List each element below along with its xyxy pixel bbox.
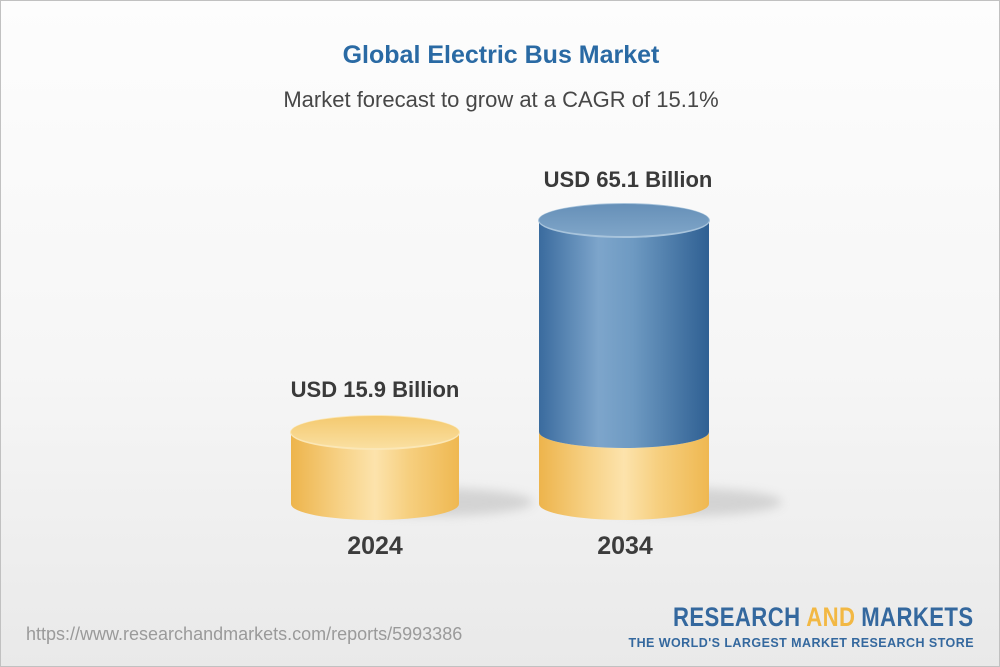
value-label-2034: USD 65.1 Billion (543, 167, 713, 192)
cylinder-2034-base-segment (539, 432, 709, 520)
cylinder-2034 (538, 203, 710, 520)
value-label-2024: USD 15.9 Billion (290, 377, 460, 402)
report-url-link[interactable]: https://www.researchandmarkets.com/repor… (26, 624, 463, 644)
category-label-2024: 2024 (347, 532, 403, 560)
cylinder-2034-growth-segment (539, 220, 709, 448)
category-label-2034: 2034 (597, 532, 653, 560)
logo-word-research: RESEARCH (673, 602, 801, 632)
page-title: Global Electric Bus Market (342, 41, 660, 69)
page-subtitle: Market forecast to grow at a CAGR of 15.… (283, 87, 719, 112)
logo-word-and: AND (806, 602, 856, 632)
research-and-markets-logo: RESEARCH AND MARKETS THE WORLD'S LARGEST… (607, 602, 974, 650)
logo-word-markets: MARKETS (861, 602, 974, 632)
cylinder-2024 (290, 415, 460, 520)
logo-tagline: THE WORLD'S LARGEST MARKET RESEARCH STOR… (628, 636, 974, 650)
logo-wordmark: RESEARCH AND MARKETS (673, 602, 974, 633)
